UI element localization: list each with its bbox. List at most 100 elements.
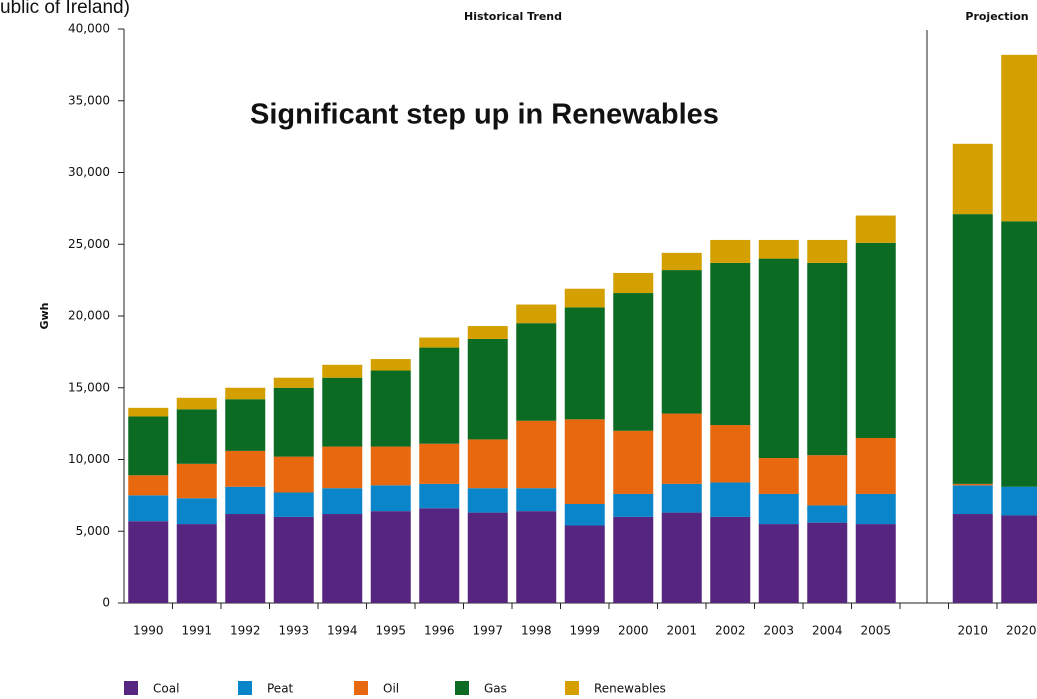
x-tick-label: 2020 [1006,624,1037,638]
bar-segment [613,272,654,294]
bar-segment [855,493,896,525]
y-tick-label: 20,000 [68,309,110,323]
subtitle: ublic of Ireland) [0,0,130,18]
legend-swatch [565,681,579,695]
bar-segment [516,511,557,603]
x-tick-label: 1996 [424,624,455,638]
x-tick-label: 2000 [618,624,649,638]
bar-segment [370,370,411,447]
legend-swatch [354,681,368,695]
x-tick-label: 2010 [957,624,988,638]
bar-segment [419,337,460,348]
bar-segment [128,416,169,476]
bar-segment [807,505,848,523]
bar-segment [370,446,411,486]
bar-segment [710,239,751,263]
x-tick-label: 1999 [569,624,600,638]
bar-segment [322,446,363,489]
x-tick-label: 1992 [230,624,261,638]
bar-segment [758,258,799,459]
bar-segment [273,492,314,517]
y-tick-label: 25,000 [68,237,110,251]
bar-segment [225,399,266,451]
bar-segment [952,483,993,486]
bar-segment [370,485,411,512]
x-tick-label: 1995 [375,624,406,638]
bar-segment [952,214,993,484]
legend-swatch [124,681,138,695]
bar-segment [467,326,508,339]
bar-segment [807,262,848,456]
x-tick-label: 2003 [763,624,794,638]
bar-segment [564,307,605,420]
bar-segment [855,437,896,494]
bar-segment [952,514,993,603]
bar-segment [419,443,460,484]
bar-segment [128,407,169,417]
legend-label: Renewables [594,682,666,696]
y-tick-label: 30,000 [68,165,110,179]
bar-segment [225,387,266,400]
bar-segment [613,430,654,494]
bar-segment [710,482,751,517]
bar-segment [952,485,993,515]
legend-swatch [455,681,469,695]
bar-segment [855,215,896,243]
bar-segment [128,475,169,496]
legend-label: Oil [383,682,399,696]
bar-segment [613,516,654,603]
y-axis-label: Gwh [38,302,51,329]
x-tick-label: 2005 [860,624,891,638]
bar-segment [710,516,751,603]
bar-segment [1001,54,1037,222]
bar-segment [273,377,314,388]
legend-label: Peat [267,682,294,696]
bar-segment [516,323,557,421]
bar-segment [273,516,314,603]
x-tick-label: 1991 [181,624,212,638]
bar-segment [419,508,460,603]
bar-segment [128,495,169,522]
bar-segment [661,270,702,414]
x-tick-label: 1990 [133,624,164,638]
x-tick-label: 1997 [472,624,503,638]
bar-segment [564,525,605,603]
bar-segment [855,242,896,438]
bar-segment [952,143,993,215]
bar-segment [176,498,217,525]
bar-segment [322,488,363,515]
bar-segment [516,420,557,489]
bar-segment [516,304,557,324]
bar-segment [710,425,751,483]
bar-segment [613,493,654,517]
bar-segment [322,364,363,378]
bar-segment [370,511,411,603]
bar-segment [273,387,314,457]
x-tick-label: 2004 [812,624,843,638]
bar-segment [128,521,169,603]
bar-segment [807,522,848,603]
bar-segment [176,397,217,410]
bar-segment [225,450,266,487]
bar-segment [176,463,217,499]
bar-segment [1001,486,1037,516]
bar-segment [322,514,363,603]
bar-segment [225,514,266,603]
bar-segment [661,413,702,484]
bar-segment [758,458,799,494]
section-heading: Projection [965,10,1028,23]
bar-segment [564,503,605,526]
bar-segment [370,359,411,371]
bar-segment [564,419,605,504]
bar-segment [1001,515,1037,603]
bar-segment [516,488,557,512]
legend-label: Gas [484,682,507,696]
bar-segment [661,252,702,271]
bar-segment [1001,221,1037,487]
bar-segment [807,455,848,506]
bar-segment [564,288,605,308]
bar-segment [322,377,363,447]
bar-segment [613,293,654,431]
bar-segment [807,239,848,263]
